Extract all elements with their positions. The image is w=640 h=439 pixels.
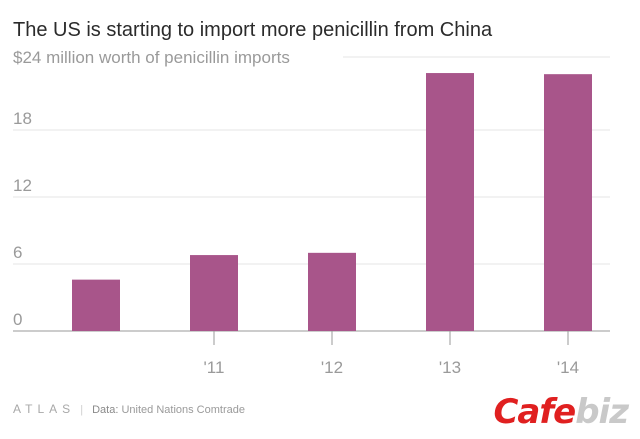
y-tick-label: 12: [13, 176, 32, 195]
atlas-brand: ATLAS: [13, 402, 76, 416]
logo-part-cafe: Cafe: [493, 392, 576, 432]
x-tick-label: '14: [557, 358, 579, 377]
chart-footer: ATLAS | Data: United Nations Comtrade: [13, 402, 245, 416]
x-tick-label: '11: [204, 358, 225, 377]
footer-separator: |: [80, 404, 84, 416]
source-label: Data:: [92, 404, 119, 416]
bar: [544, 74, 592, 332]
logo-part-biz: biz: [575, 392, 629, 432]
y-tick-label: 0: [13, 310, 22, 329]
source-text: United Nations Comtrade: [121, 404, 245, 416]
bar: [308, 252, 356, 331]
y-tick-label: 6: [13, 243, 22, 262]
bar: [426, 73, 474, 332]
bar: [72, 279, 120, 331]
y-top-label: $24 million worth of penicillin imports: [13, 48, 290, 67]
bar: [190, 255, 238, 331]
x-tick-label: '13: [439, 358, 461, 377]
x-tick-label: '12: [321, 358, 343, 377]
y-tick-label: 18: [13, 109, 32, 128]
chart-title: The US is starting to import more penici…: [13, 19, 493, 41]
cafebiz-watermark-logo: Cafebiz: [493, 392, 629, 432]
